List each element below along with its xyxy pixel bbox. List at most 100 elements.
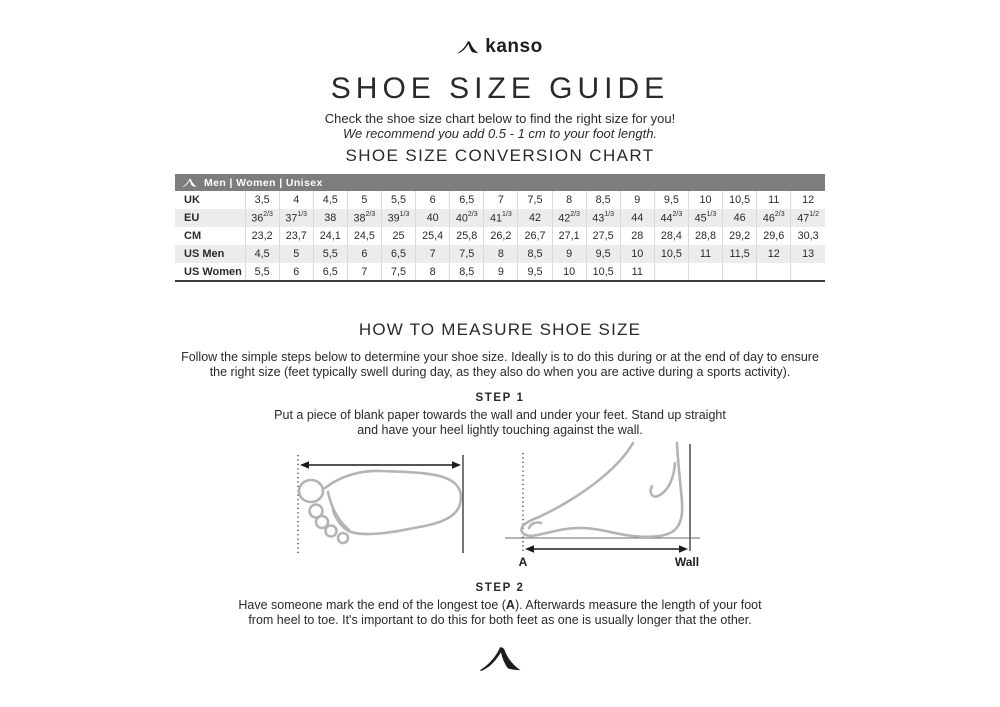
size-cell: 23,2	[244, 227, 280, 245]
size-cell: 442/3	[653, 209, 689, 227]
size-cell: 5	[346, 191, 382, 209]
size-cell: 9	[619, 191, 655, 209]
step2-text-line2: from heel to toe. It's important to do t…	[248, 613, 752, 627]
row-label: EU	[184, 212, 200, 224]
size-cell: 371/3	[278, 209, 314, 227]
size-cell: 5,5	[380, 191, 416, 209]
size-row: EU 362/3 371/3 38 382/3 391/3 40 402/3 411/3 42 42…	[175, 209, 825, 227]
size-row: US Men 4,5 5 5,5 6 6,5 7 7,5 8 8,5 9 9,5 10 10,5 11 11,…	[175, 245, 825, 263]
size-cell: 8,5	[517, 245, 553, 263]
size-cell: 25,4	[415, 227, 450, 245]
conversion-chart-heading: SHOE SIZE CONVERSION CHART	[345, 146, 655, 165]
size-cell: 29,2	[722, 227, 757, 245]
size-cell: 6	[278, 263, 314, 281]
size-cell: 44	[619, 209, 655, 227]
step2-heading: STEP 2	[475, 582, 525, 594]
size-cell: 29,6	[756, 227, 791, 245]
kanso-footer-mark-icon	[480, 647, 521, 671]
foot-side-diagram-icon	[505, 441, 700, 553]
size-cell: 5	[278, 245, 314, 263]
size-cell: 382/3	[346, 209, 382, 227]
size-cell: 40	[415, 209, 450, 227]
size-cell: 11	[619, 263, 655, 281]
size-cell: 6,5	[380, 245, 416, 263]
size-cell: 12	[790, 191, 825, 209]
size-cell: 27,1	[551, 227, 587, 245]
foot-side-view-diagram	[505, 441, 705, 555]
size-cell	[756, 263, 791, 281]
size-cell	[722, 263, 757, 281]
size-cell: 7,5	[449, 245, 484, 263]
size-cell: 3,5	[244, 191, 280, 209]
size-cell: 8	[483, 245, 518, 263]
measure-heading: HOW TO MEASURE SHOE SIZE	[358, 320, 642, 339]
size-cell: 471/2	[790, 209, 825, 227]
size-row: UK 3,5 4 4,5 5 5,5 6 6,5 7 7,5 8 8,5 9 9,5 10 10,5 11 12	[175, 191, 825, 209]
size-row: US Women 5,5 6 6,5 7 7,5 8 8,5 9 9,5 10 10,5 11	[175, 263, 825, 281]
size-cell: 24,1	[312, 227, 348, 245]
row-label: US Women	[184, 265, 242, 278]
size-cell: 431/3	[585, 209, 621, 227]
size-cell: 23,7	[278, 227, 314, 245]
size-cell: 402/3	[449, 209, 484, 227]
size-cell: 8,5	[585, 191, 621, 209]
size-cell: 7,5	[380, 263, 416, 281]
size-cell: 4,5	[312, 191, 348, 209]
size-cell: 4	[278, 191, 314, 209]
measure-intro-line1: Follow the simple steps below to determi…	[181, 350, 819, 364]
size-cell: 391/3	[380, 209, 416, 227]
size-cell: 7	[415, 245, 450, 263]
size-cell: 11	[687, 245, 723, 263]
size-cell: 9,5	[517, 263, 553, 281]
size-cell: 451/3	[687, 209, 723, 227]
foot-top-view-diagram	[291, 450, 469, 560]
size-cell: 9,5	[653, 191, 689, 209]
size-cell: 5,5	[312, 245, 348, 263]
size-cell: 28	[619, 227, 655, 245]
size-cell: 462/3	[756, 209, 791, 227]
size-cell	[653, 263, 689, 281]
size-row: CM 23,2 23,7 24,1 24,5 25 25,4 25,8 26,2 26,7 27,1…	[175, 227, 825, 245]
size-cell: 6	[346, 245, 382, 263]
size-cell: 28,4	[653, 227, 689, 245]
size-cell: 26,7	[517, 227, 553, 245]
step1-text-line1: Put a piece of blank paper towards the w…	[274, 408, 726, 422]
kanso-mark-icon	[182, 178, 197, 187]
size-cell: 7	[483, 191, 518, 209]
size-cell: 6,5	[449, 191, 484, 209]
kanso-mark-icon	[458, 40, 479, 53]
size-cell: 7	[346, 263, 382, 281]
size-cell: 10	[619, 245, 655, 263]
page-title: SHOE SIZE GUIDE	[330, 72, 670, 105]
subtitle: Check the shoe size chart below to find …	[324, 111, 676, 126]
row-label: US Men	[184, 248, 225, 260]
size-cell: 6	[415, 191, 450, 209]
size-cell: 26,2	[483, 227, 518, 245]
size-cell: 8,5	[449, 263, 484, 281]
size-cell: 10	[551, 263, 587, 281]
size-cell: 422/3	[551, 209, 587, 227]
size-cell: 7,5	[517, 191, 553, 209]
size-cell: 10,5	[722, 191, 757, 209]
size-cell: 11,5	[722, 245, 757, 263]
size-cell: 411/3	[483, 209, 518, 227]
step1-text-line2: and have your heel lightly touching agai…	[357, 423, 643, 437]
size-cell: 10,5	[585, 263, 621, 281]
size-cell: 13	[790, 245, 825, 263]
size-conversion-table: Men | Women | Unisex UK 3,5 4 4,5 5 5,5 6 6,5 7 7…	[175, 174, 825, 282]
size-cell: 38	[312, 209, 348, 227]
audience-label: Men | Women | Unisex	[204, 176, 323, 189]
size-cell: 6,5	[312, 263, 348, 281]
size-cell: 25	[380, 227, 416, 245]
diagram-label-a: A	[518, 555, 528, 569]
step1-heading: STEP 1	[475, 392, 525, 404]
size-cell: 46	[722, 209, 757, 227]
size-cell: 42	[517, 209, 553, 227]
step2-text-line1: Have someone mark the end of the longest…	[238, 598, 762, 612]
size-cell: 4,5	[244, 245, 280, 263]
size-cell: 8	[551, 191, 587, 209]
measure-intro-line2: the right size (feet typically swell dur…	[209, 365, 791, 379]
size-cell: 9,5	[585, 245, 621, 263]
size-table: UK 3,5 4 4,5 5 5,5 6 6,5 7 7,5 8 8,5 9 9,5 10 10,5 11 12 E…	[175, 191, 825, 282]
